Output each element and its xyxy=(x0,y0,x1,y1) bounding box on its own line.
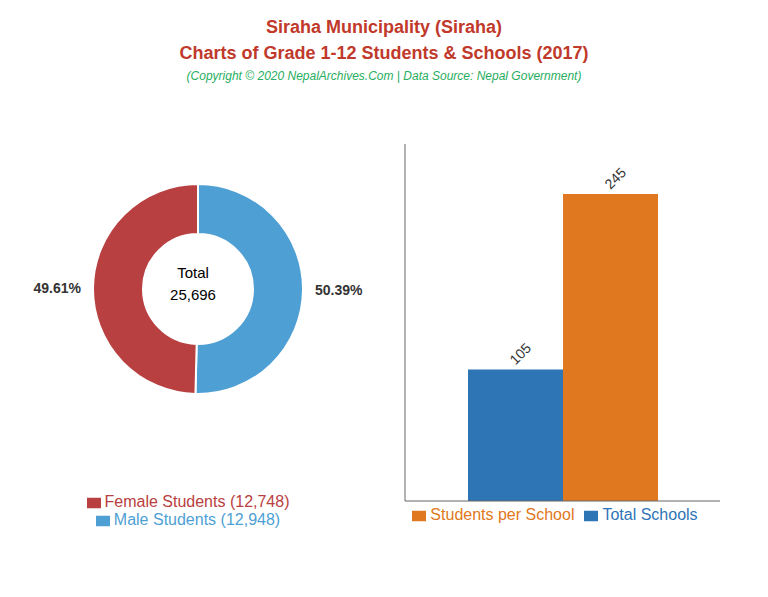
svg-text:245: 245 xyxy=(601,164,629,192)
html-text:Female Students (12,748): Female Students (12,748) xyxy=(104,493,290,510)
html-text:Male Students (12,948): Male Students (12,948) xyxy=(113,511,281,528)
svg-text:49.61%: 49.61% xyxy=(34,280,82,296)
svg-text:105: 105 xyxy=(506,340,534,368)
html-text:Siraha Municipality (Siraha): Siraha Municipality (Siraha) xyxy=(266,17,502,37)
html-text:Students per School: Students per School xyxy=(430,506,575,523)
html-text:Charts of Grade 1-12 Students: Charts of Grade 1-12 Students & Schools … xyxy=(179,43,589,63)
html-text:Total Schools: Total Schools xyxy=(602,506,698,523)
html-text:(Copyright © 2020 NepalArchive: (Copyright © 2020 NepalArchives.Com | Da… xyxy=(186,69,582,83)
svg-text:50.39%: 50.39% xyxy=(315,282,363,298)
html-text:Total: Total xyxy=(177,264,209,281)
html-text:25,696: 25,696 xyxy=(170,286,216,303)
